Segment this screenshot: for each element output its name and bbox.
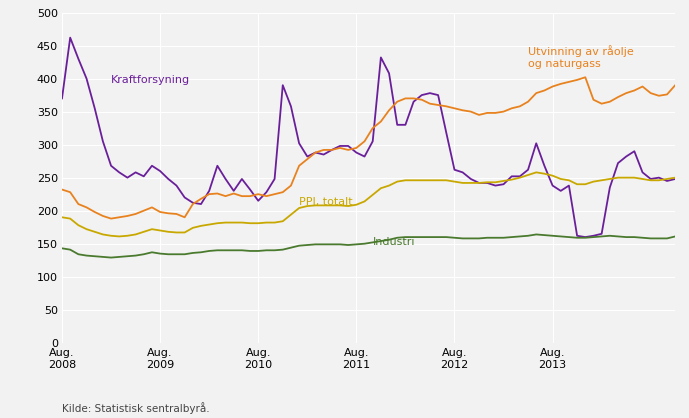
Text: Kilde: Statistisk sentralbyrå.: Kilde: Statistisk sentralbyrå. (62, 402, 209, 414)
Text: Kraftforsyning: Kraftforsyning (111, 75, 190, 85)
Text: PPI, totalt: PPI, totalt (299, 197, 353, 207)
Text: Industri: Industri (373, 237, 415, 247)
Text: Utvinning av råolje
og naturgass: Utvinning av råolje og naturgass (528, 45, 634, 69)
